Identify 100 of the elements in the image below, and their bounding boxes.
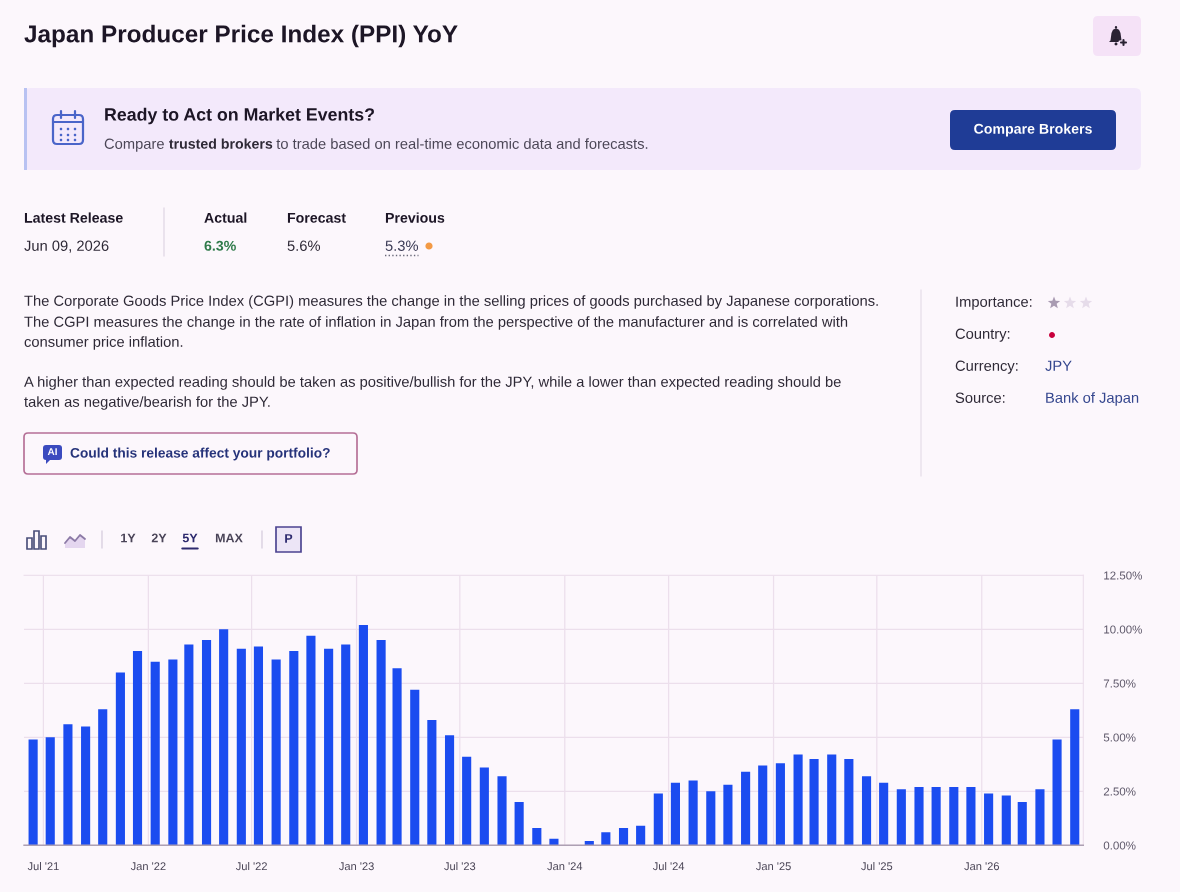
- bar: [462, 756, 472, 846]
- text: 2Y: [151, 533, 167, 543]
- bar: [931, 786, 941, 846]
- text: AI: [47, 448, 57, 456]
- bar: [1001, 795, 1011, 846]
- bar: [306, 635, 316, 846]
- text: 5.6%: [287, 240, 321, 251]
- bar: [601, 832, 611, 846]
- bar: [45, 737, 55, 846]
- bar: [98, 709, 108, 846]
- bar: [514, 802, 524, 846]
- bar: [688, 780, 698, 846]
- bar: [1017, 802, 1027, 846]
- y-tick-label: 12.50%: [1104, 571, 1142, 580]
- text: consumer price inflation.: [24, 336, 183, 350]
- bar: [201, 640, 212, 846]
- text: to trade based on real-time economic data and forecasts.: [276, 138, 648, 149]
- x-tick-label: Jul '23: [444, 861, 476, 871]
- x-tick-label: Jan '25: [755, 862, 791, 871]
- text: Japan Producer Price Index (PPI) YoY: [24, 24, 458, 48]
- bar: [723, 784, 733, 846]
- x-tick-label: Jul '24: [652, 861, 685, 871]
- text: JPY: [1045, 360, 1072, 371]
- x-tick-label: Jan '24: [547, 862, 583, 871]
- bar: [341, 644, 351, 846]
- bar: [618, 828, 629, 846]
- bar: [549, 838, 559, 846]
- bar: [358, 624, 368, 846]
- bar: [289, 650, 299, 846]
- bar: [793, 754, 803, 846]
- bar: [636, 825, 646, 846]
- bar: [444, 735, 455, 846]
- y-tick-label: 0.00%: [1103, 841, 1136, 850]
- text: trusted brokers: [169, 138, 273, 149]
- bar: [706, 791, 716, 846]
- bar: [150, 661, 160, 846]
- bar: [984, 793, 994, 846]
- bar: [809, 758, 819, 846]
- text: A higher than expected reading should be taken as positive/bullish for the JPY, while a lower than expected reading should be: [24, 376, 841, 390]
- x-tick-label: Jul '22: [235, 861, 267, 871]
- text: P: [285, 534, 293, 543]
- text: 5.3%: [385, 240, 419, 251]
- y-tick-label: 10.00%: [1104, 625, 1142, 634]
- bar: [253, 646, 264, 846]
- bar: [392, 668, 402, 846]
- bar: [115, 672, 125, 846]
- bar: [236, 648, 246, 846]
- bar: [28, 739, 38, 846]
- bar: [219, 629, 229, 846]
- bar: [914, 786, 924, 846]
- text: Actual: [204, 212, 247, 223]
- bar: [861, 776, 872, 846]
- bar: [132, 650, 143, 846]
- x-tick-label: Jan '23: [339, 862, 374, 871]
- bar: [324, 648, 334, 846]
- x-tick-label: Jan '26: [964, 862, 1000, 871]
- x-tick-label: Jul '25: [861, 861, 893, 871]
- bar: [827, 754, 837, 846]
- text: Currency:: [955, 360, 1018, 374]
- text: Jun 09, 2026: [24, 240, 109, 253]
- bar: [949, 786, 959, 846]
- text: Latest Release: [24, 212, 123, 223]
- x-tick-label: Jan '22: [130, 862, 166, 871]
- bar: [1052, 739, 1062, 846]
- bar: [497, 776, 507, 846]
- text: Bank of Japan: [1046, 392, 1139, 406]
- text: 5Y: [182, 533, 198, 543]
- bar: [896, 789, 906, 846]
- y-tick-label: 2.50%: [1103, 787, 1136, 796]
- text: The CGPI measures the change in the rate of inflation in Japan from the perspective of the manufacturer and is correlated with: [24, 316, 848, 330]
- text: Ready to Act on Market Events?: [105, 107, 374, 125]
- bar: [758, 765, 768, 846]
- bar: [479, 767, 489, 846]
- x-tick-label: Jul '21: [27, 861, 59, 871]
- text: The Corporate Goods Price Index (CGPI) measures the change in the selling prices of goods purchased by Japanese corporations.: [24, 295, 878, 309]
- text: taken as negative/bearish for the JPY.: [24, 396, 270, 410]
- bar: [427, 720, 437, 846]
- text: Compare Brokers: [974, 123, 1092, 137]
- text: Previous: [385, 212, 445, 223]
- text: Importance:: [956, 296, 1032, 310]
- bar: [879, 782, 889, 846]
- bar: [844, 758, 854, 846]
- bar: [63, 724, 73, 846]
- bar: [168, 659, 178, 846]
- bar: [1035, 789, 1045, 846]
- text: Forecast: [287, 212, 346, 223]
- bar: [376, 640, 386, 846]
- bar: [532, 828, 542, 846]
- bar: [966, 786, 976, 846]
- bar: [1070, 709, 1080, 846]
- text: Compare: [104, 138, 164, 152]
- bar: [670, 782, 680, 846]
- y-tick-label: 7.50%: [1103, 679, 1136, 688]
- bar: [271, 659, 281, 846]
- bar: [741, 771, 751, 846]
- bar: [775, 763, 785, 846]
- bar: [584, 840, 594, 846]
- y-tick-label: 5.00%: [1103, 733, 1136, 742]
- text: MAX: [215, 533, 243, 543]
- bar: [81, 726, 91, 846]
